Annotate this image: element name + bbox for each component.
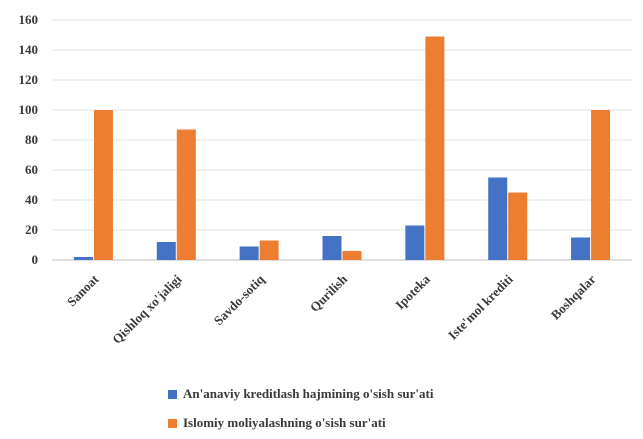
legend-label-traditional: An'anaviy kreditlash hajmining o'sish su… (183, 386, 434, 401)
legend-swatch-islamic (168, 418, 177, 428)
bar-traditional (488, 177, 508, 260)
x-tick-label: Qishloq xo'jaligi (109, 271, 184, 346)
y-tick-label: 100 (19, 102, 39, 117)
bar-traditional (322, 236, 342, 260)
y-tick-label: 140 (19, 42, 39, 57)
y-tick-label: 60 (25, 162, 38, 177)
x-tick-label: Sanoat (64, 271, 102, 309)
gridlines (52, 19, 632, 261)
bar-islamic (176, 129, 196, 260)
legend-item-islamic: Islomiy moliyalashning o'sish sur'ati (168, 415, 386, 431)
x-tick-label: Qurilish (307, 271, 351, 315)
bar-traditional (73, 257, 93, 260)
bar-islamic (259, 240, 279, 260)
x-tick-label: Ipoteka (392, 271, 433, 312)
y-tick-label: 160 (19, 12, 39, 27)
y-tick-label: 80 (25, 132, 38, 147)
bar-islamic (508, 192, 528, 260)
x-tick-label: Savdo-sotiq (211, 271, 268, 328)
bar-islamic (342, 251, 362, 260)
bar-islamic (591, 110, 611, 260)
y-tick-label: 40 (25, 192, 38, 207)
bar-traditional (239, 246, 259, 260)
legend-item-traditional: An'anaviy kreditlash hajmining o'sish su… (168, 386, 433, 402)
x-axis: Sanoat Qishloq xo'jaligi Savdo-sotiq Qurili… (64, 271, 599, 347)
legend-swatch-traditional (168, 389, 177, 399)
bars (73, 36, 611, 260)
y-tick-label: 120 (19, 72, 39, 87)
y-axis: 0 20 40 60 80 100 120 140 160 (19, 12, 39, 267)
bar-islamic (425, 36, 445, 260)
bar-traditional (571, 237, 591, 260)
bar-islamic (93, 110, 113, 260)
legend-label-islamic: Islomiy moliyalashning o'sish sur'ati (183, 415, 386, 430)
y-tick-label: 0 (32, 252, 39, 267)
x-tick-label: Iste'mol krediti (445, 271, 516, 342)
x-tick-label: Boshqalar (548, 271, 599, 322)
y-tick-label: 20 (25, 222, 38, 237)
bar-traditional (156, 242, 176, 260)
bar-traditional (405, 225, 425, 260)
